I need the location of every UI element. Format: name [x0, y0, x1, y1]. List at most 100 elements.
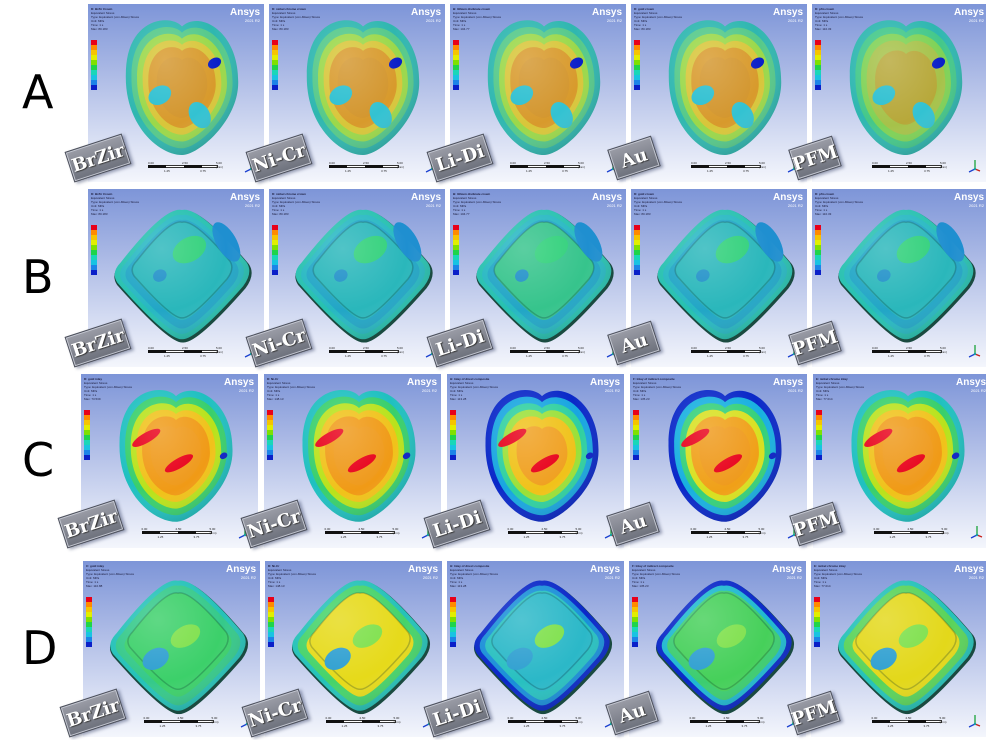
scale-label: 2.50	[182, 161, 188, 165]
legend-swatch	[84, 455, 90, 460]
scale-label: 3.75	[741, 724, 748, 728]
legend-swatch	[267, 415, 273, 420]
stress-contour-model	[831, 568, 980, 724]
legend-swatch	[86, 602, 92, 607]
panel-header-info: C: gold inlay Equivalent Stress Type: Equi…	[86, 564, 146, 588]
panel-header-line: Unit: MPa	[633, 389, 647, 393]
legend-swatch	[634, 265, 640, 270]
scale-label: 2.50	[725, 161, 731, 165]
fea-panel-brzir: D: gold inlay Equivalent Stress Type: Equi…	[81, 374, 258, 548]
legend-swatch	[450, 425, 456, 430]
legend-swatch	[91, 270, 97, 275]
legend-swatch	[453, 75, 459, 80]
legend-swatch	[272, 255, 278, 260]
ansys-name: Ansys	[771, 564, 802, 575]
scale-label: 1.25	[707, 354, 713, 358]
legend-swatch	[815, 225, 821, 230]
row-label: B	[22, 250, 54, 304]
scale-bar: 0.00 2.50 5.00 (mm) 1.25 3.75	[872, 161, 947, 173]
scale-label: 3.75	[376, 535, 383, 539]
legend-swatch	[633, 435, 639, 440]
legend-swatch	[91, 245, 97, 250]
color-legend	[634, 40, 640, 90]
panel-max-value: Max: 80.183	[91, 212, 108, 216]
legend-swatch	[814, 612, 820, 617]
scale-bar: 0.00 2.50 5.00 (mm) 1.25 3.75	[871, 716, 947, 728]
panel-header-info: F: Inlay of indirect composite Equivalent…	[632, 564, 692, 588]
scale-bar: 0.00 2.50 5.00 (mm) 1.25 3.75	[148, 346, 223, 358]
legend-swatch	[815, 70, 821, 75]
legend-swatch	[450, 627, 456, 632]
panel-header-line: Time: 1 s	[815, 208, 828, 212]
fea-panel-li-di: B: lithium disilicate crown Equivalent St…	[450, 4, 626, 182]
panel-header-line: Equivalent Stress	[453, 11, 477, 15]
legend-swatch	[450, 455, 456, 460]
legend-swatch	[815, 85, 821, 90]
panel-header-line: Equivalent Stress	[91, 11, 115, 15]
panel-result-title: D: pfm crown	[815, 7, 835, 11]
legend-swatch	[815, 50, 821, 55]
panel-header-line: Unit: MPa	[815, 19, 829, 23]
panel-header-line: Type: Equivalent (von-Mises) Stress	[450, 385, 499, 389]
legend-swatch	[450, 415, 456, 420]
ansys-version: 2021 R2	[240, 575, 256, 580]
figure-row-d: D C: gold inlay Equivalent Stress Type: Equ…	[0, 561, 986, 738]
legend-swatch	[272, 230, 278, 235]
legend-swatch	[272, 45, 278, 50]
panel-header-line: Time: 1 s	[268, 580, 281, 584]
panel-result-title: D: BrZir Crown	[91, 192, 113, 196]
panel-result-title: H: Inlay of direct composite	[450, 564, 490, 568]
scale-label: 1.25	[888, 169, 894, 173]
ansys-name: Ansys	[229, 192, 260, 203]
legend-swatch	[84, 440, 90, 445]
panel-header-line: Time: 1 s	[91, 208, 104, 212]
panel-header-line: Time: 1 s	[91, 23, 104, 27]
panel-header-line: Equivalent Stress	[86, 568, 110, 572]
legend-swatch	[91, 50, 97, 55]
panel-header-info: D: nickel chrome crown Equivalent Stress T…	[272, 7, 332, 31]
ansys-logo: Ansys 2021 R2	[954, 565, 984, 581]
scale-label: 2.50	[905, 716, 912, 720]
legend-swatch	[91, 255, 97, 260]
scale-label: 2.50	[544, 346, 550, 350]
legend-swatch	[91, 225, 97, 230]
stress-contour-model	[285, 568, 434, 724]
legend-swatch	[453, 265, 459, 270]
ansys-version: 2021 R2	[606, 18, 622, 23]
legend-swatch	[634, 70, 640, 75]
legend-swatch	[91, 85, 97, 90]
legend-swatch	[633, 440, 639, 445]
scale-label: 2.50	[725, 346, 731, 350]
panel-header-line: Unit: MPa	[272, 19, 286, 23]
panel-header-line: Type: Equivalent (von-Mises) Stress	[267, 385, 316, 389]
scale-label: 3.75	[742, 535, 749, 539]
legend-swatch	[814, 602, 820, 607]
scale-label: 5.00 (mm)	[216, 346, 223, 354]
scale-bar: 0.00 2.50 5.00 (mm) 1.25 3.75	[507, 527, 583, 539]
ansys-version: 2021 R2	[244, 18, 260, 23]
legend-swatch	[267, 445, 273, 450]
scale-label: 5.00 (mm)	[759, 346, 766, 354]
panel-max-value: Max: 148.13	[268, 584, 285, 588]
legend-swatch	[453, 65, 459, 70]
legend-swatch	[450, 450, 456, 455]
legend-swatch	[450, 607, 456, 612]
scale-label: 1.25	[345, 169, 351, 173]
ansys-logo: Ansys 2021 R2	[954, 193, 984, 209]
stress-contour-model	[467, 381, 616, 536]
panel-header-line: Unit: MPa	[91, 204, 105, 208]
legend-swatch	[814, 622, 820, 627]
scale-label: 1.25	[164, 354, 170, 358]
legend-swatch	[450, 617, 456, 622]
legend-swatch	[267, 440, 273, 445]
fea-panel-au: F: Inlay of indirect composite Equivalent…	[629, 561, 806, 737]
figure-row-c: C D: gold inlay Equivalent Stress Type: Equ…	[0, 374, 986, 549]
legend-swatch	[86, 607, 92, 612]
panel-header-line: Unit: MPa	[634, 204, 648, 208]
legend-swatch	[453, 80, 459, 85]
legend-swatch	[815, 265, 821, 270]
panel-header-line: Type: Equivalent (von-Mises) Stress	[815, 200, 864, 204]
legend-swatch	[450, 430, 456, 435]
panel-header-line: Equivalent Stress	[267, 381, 291, 385]
ansys-version: 2021 R2	[425, 18, 441, 23]
